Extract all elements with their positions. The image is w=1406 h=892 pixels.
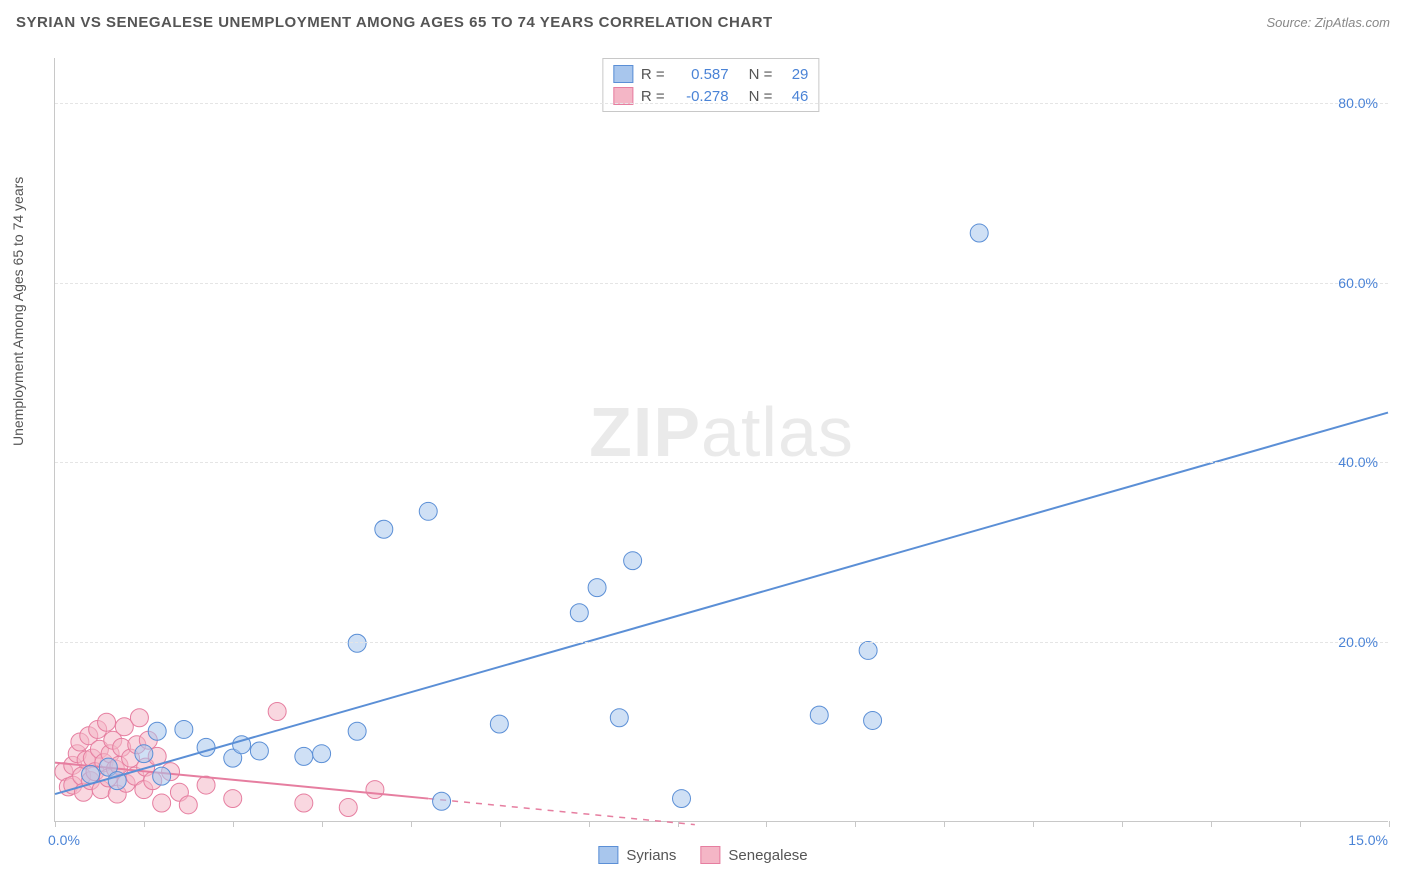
data-point — [82, 765, 100, 783]
legend-label: Senegalese — [728, 847, 807, 864]
r-label: R = — [641, 66, 665, 83]
source-label: Source: ZipAtlas.com — [1266, 15, 1390, 30]
header: SYRIAN VS SENEGALESE UNEMPLOYMENT AMONG … — [0, 0, 1406, 44]
data-point — [419, 502, 437, 520]
x-tick-mark — [589, 821, 590, 827]
data-point — [348, 722, 366, 740]
x-tick-mark — [1211, 821, 1212, 827]
grid-line — [55, 283, 1388, 284]
x-tick-mark — [411, 821, 412, 827]
y-tick-label: 40.0% — [1338, 454, 1378, 470]
data-point — [570, 604, 588, 622]
data-point — [624, 552, 642, 570]
x-tick-mark — [1033, 821, 1034, 827]
data-point — [970, 224, 988, 242]
x-tick-mark — [1389, 821, 1390, 827]
data-point — [148, 722, 166, 740]
x-tick-mark — [55, 821, 56, 827]
data-point — [610, 709, 628, 727]
data-point — [268, 702, 286, 720]
x-tick-mark — [678, 821, 679, 827]
y-tick-label: 20.0% — [1338, 634, 1378, 650]
n-label: N = — [749, 88, 773, 105]
data-point — [135, 745, 153, 763]
data-point — [810, 706, 828, 724]
data-point — [250, 742, 268, 760]
data-point — [98, 713, 116, 731]
data-point — [366, 781, 384, 799]
data-point — [588, 579, 606, 597]
data-point — [339, 799, 357, 817]
data-point — [295, 794, 313, 812]
legend-item: Syrians — [598, 846, 676, 864]
x-tick-mark — [144, 821, 145, 827]
data-point — [490, 715, 508, 733]
x-tick-mark — [322, 821, 323, 827]
x-tick-mark — [233, 821, 234, 827]
y-axis-label: Unemployment Among Ages 65 to 74 years — [10, 177, 26, 446]
data-point — [224, 790, 242, 808]
n-label: N = — [749, 66, 773, 83]
legend-swatch — [598, 846, 618, 864]
r-value: -0.278 — [673, 88, 729, 105]
grid-line — [55, 103, 1388, 104]
data-point — [130, 709, 148, 727]
y-tick-label: 80.0% — [1338, 95, 1378, 111]
data-point — [179, 796, 197, 814]
data-point — [197, 776, 215, 794]
stats-row: R = 0.587 N = 29 — [613, 63, 809, 85]
data-point — [375, 520, 393, 538]
data-point — [175, 720, 193, 738]
x-tick-mark — [766, 821, 767, 827]
grid-line — [55, 642, 1388, 643]
data-point — [295, 747, 313, 765]
legend-item: Senegalese — [700, 846, 807, 864]
n-value: 46 — [780, 88, 808, 105]
n-value: 29 — [780, 66, 808, 83]
x-tick-mark — [944, 821, 945, 827]
data-point — [859, 641, 877, 659]
data-point — [197, 738, 215, 756]
plot-svg — [55, 58, 1388, 821]
series-swatch — [613, 65, 633, 83]
r-label: R = — [641, 88, 665, 105]
trend-line — [55, 413, 1388, 794]
legend: Syrians Senegalese — [598, 846, 807, 864]
y-tick-label: 60.0% — [1338, 275, 1378, 291]
legend-label: Syrians — [626, 847, 676, 864]
trend-line-extrapolated — [428, 799, 695, 825]
r-value: 0.587 — [673, 66, 729, 83]
x-tick-mark — [500, 821, 501, 827]
plot-area: ZIPatlas R =0.587N =29R =-0.278N =46 20.… — [54, 58, 1388, 822]
data-point — [433, 792, 451, 810]
x-tick-mark — [855, 821, 856, 827]
x-axis-max-label: 15.0% — [1348, 832, 1388, 848]
chart-title: SYRIAN VS SENEGALESE UNEMPLOYMENT AMONG … — [16, 14, 773, 31]
data-point — [348, 634, 366, 652]
x-tick-mark — [1300, 821, 1301, 827]
data-point — [153, 794, 171, 812]
data-point — [153, 767, 171, 785]
data-point — [864, 711, 882, 729]
x-axis-min-label: 0.0% — [48, 832, 80, 848]
grid-line — [55, 462, 1388, 463]
data-point — [313, 745, 331, 763]
data-point — [673, 790, 691, 808]
x-tick-mark — [1122, 821, 1123, 827]
legend-swatch — [700, 846, 720, 864]
